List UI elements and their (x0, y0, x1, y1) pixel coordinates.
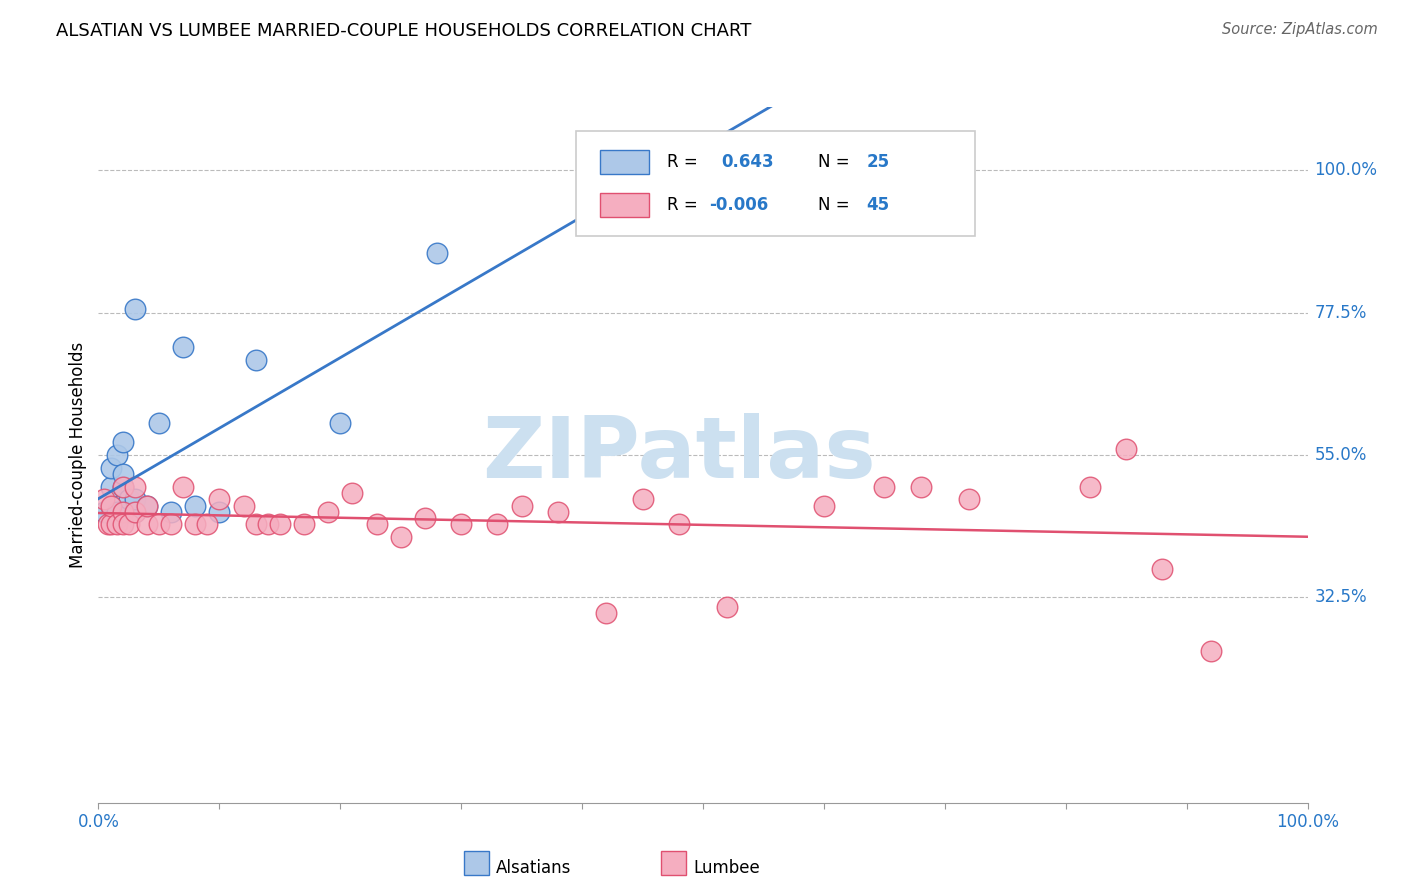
Point (450, 517, 472, 532)
Point (124, 505, 146, 519)
Point (716, 599, 738, 614)
Bar (600, 150, 648, 174)
Point (148, 417, 170, 431)
Text: R =: R = (666, 196, 697, 214)
Point (135, 499, 157, 513)
Point (97, 517, 120, 532)
Point (208, 492, 231, 507)
Point (813, 499, 835, 513)
Point (100, 479, 122, 493)
Point (135, 517, 157, 532)
Point (426, 245, 449, 260)
Point (124, 479, 146, 493)
Point (316, 505, 339, 519)
Point (111, 467, 134, 481)
Point (111, 517, 134, 532)
Point (100, 517, 122, 532)
Point (195, 517, 218, 532)
Text: 55.0%: 55.0% (1315, 446, 1367, 464)
Point (100, 460, 122, 475)
Text: N =: N = (818, 196, 849, 214)
Point (595, 606, 617, 620)
Text: 32.5%: 32.5% (1315, 588, 1367, 607)
Point (105, 511, 128, 525)
Point (93, 505, 115, 519)
Point (135, 499, 157, 513)
Point (100, 499, 122, 513)
Point (957, 492, 980, 507)
Text: ALSATIAN VS LUMBEE MARRIED-COUPLE HOUSEHOLDS CORRELATION CHART: ALSATIAN VS LUMBEE MARRIED-COUPLE HOUSEH… (56, 22, 752, 40)
Point (111, 505, 134, 519)
Point (124, 492, 146, 507)
Point (124, 302, 146, 317)
Point (413, 511, 436, 525)
Text: 25: 25 (866, 153, 890, 171)
Text: 100.0%: 100.0% (1315, 161, 1378, 179)
Point (124, 505, 146, 519)
Point (631, 492, 654, 507)
Point (292, 517, 315, 532)
Point (547, 505, 569, 519)
Point (366, 517, 388, 532)
Point (160, 517, 183, 532)
Text: 77.5%: 77.5% (1315, 303, 1367, 322)
Bar (600, 193, 648, 217)
Point (232, 499, 254, 513)
Text: 0.643: 0.643 (721, 153, 773, 171)
Point (1199, 644, 1222, 658)
Point (172, 479, 194, 493)
Point (93, 492, 115, 507)
Point (910, 479, 932, 493)
Point (184, 517, 207, 532)
Text: ZIPatlas: ZIPatlas (482, 413, 876, 497)
Point (160, 505, 183, 519)
Point (172, 340, 194, 354)
Text: -0.006: -0.006 (709, 196, 768, 214)
Point (111, 505, 134, 519)
Point (1152, 562, 1174, 576)
Point (245, 517, 267, 532)
Point (668, 517, 690, 532)
Text: 45: 45 (866, 196, 890, 214)
Point (105, 517, 128, 532)
Point (118, 517, 141, 532)
Point (256, 517, 278, 532)
Point (118, 492, 141, 507)
Point (873, 479, 896, 493)
Point (329, 417, 352, 431)
Point (510, 499, 533, 513)
Point (111, 435, 134, 450)
Point (208, 505, 231, 519)
Point (105, 505, 128, 519)
Point (1078, 479, 1101, 493)
Text: Source: ZipAtlas.com: Source: ZipAtlas.com (1222, 22, 1378, 37)
Point (184, 499, 207, 513)
FancyBboxPatch shape (576, 131, 976, 235)
Point (111, 479, 134, 493)
Point (100, 499, 122, 513)
Text: Alsatians: Alsatians (496, 859, 572, 877)
Point (111, 479, 134, 493)
Point (105, 448, 128, 462)
Text: R =: R = (666, 153, 703, 171)
Text: N =: N = (818, 153, 849, 171)
Point (118, 505, 141, 519)
Point (148, 517, 170, 532)
Text: Lumbee: Lumbee (693, 859, 759, 877)
Point (342, 486, 364, 500)
Point (389, 530, 412, 544)
Point (1115, 442, 1137, 456)
Point (269, 517, 291, 532)
Point (245, 353, 267, 368)
Y-axis label: Married-couple Households: Married-couple Households (69, 342, 87, 568)
Point (486, 517, 509, 532)
